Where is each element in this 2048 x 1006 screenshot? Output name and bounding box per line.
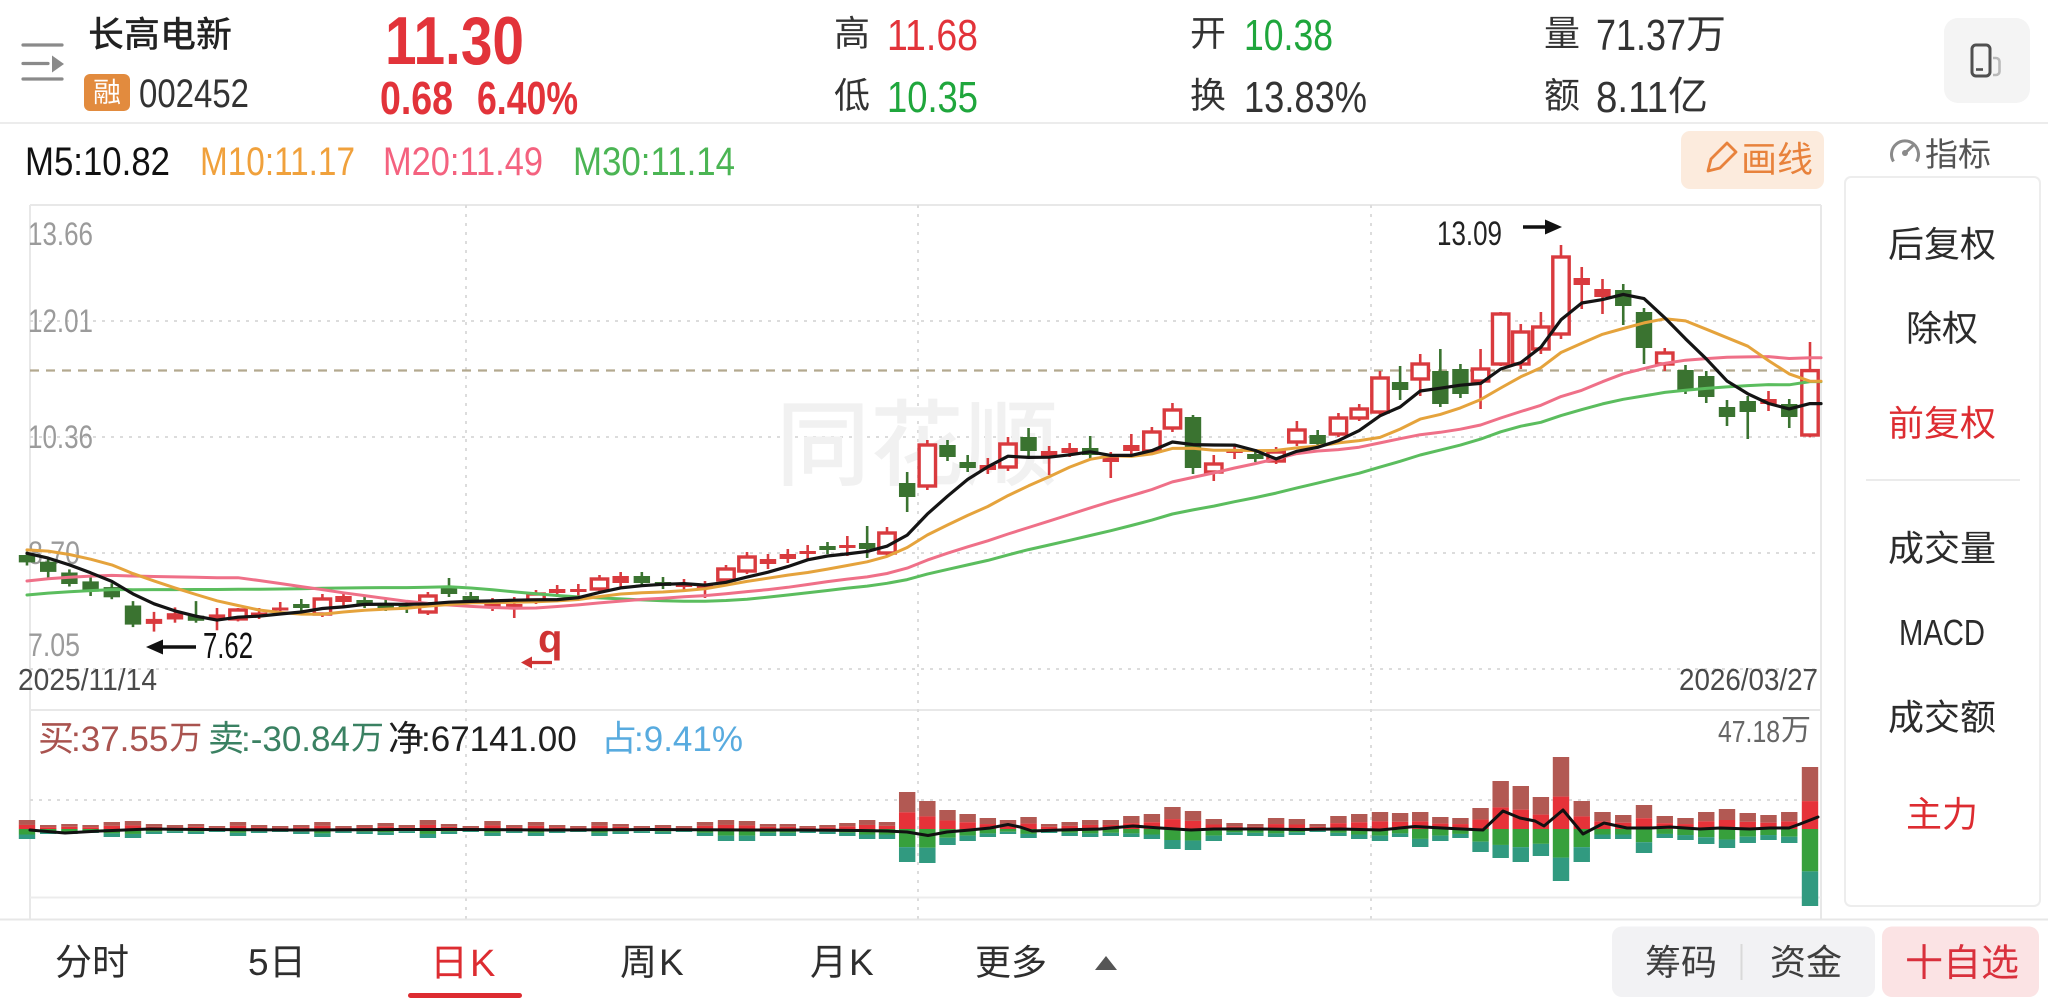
svg-text:13.09: 13.09 bbox=[1437, 215, 1502, 253]
svg-text:0.68: 0.68 bbox=[380, 72, 453, 124]
svg-text:K: K bbox=[470, 943, 495, 985]
svg-text:M10:11.17: M10:11.17 bbox=[200, 140, 355, 184]
svg-text:47.18: 47.18 bbox=[1718, 714, 1780, 749]
svg-text:11.68: 11.68 bbox=[887, 11, 978, 60]
svg-text:K: K bbox=[659, 942, 684, 983]
svg-text:10.38: 10.38 bbox=[1244, 11, 1333, 60]
svg-text:5: 5 bbox=[248, 942, 269, 983]
svg-text:7.62: 7.62 bbox=[203, 625, 253, 666]
svg-text::9.41%: :9.41% bbox=[634, 720, 743, 759]
svg-text:12.01: 12.01 bbox=[28, 303, 93, 339]
svg-text:10.36: 10.36 bbox=[28, 419, 93, 455]
svg-text::37.55: :37.55 bbox=[71, 720, 168, 759]
svg-text:11.30: 11.30 bbox=[385, 3, 524, 79]
svg-text:2026/03/27: 2026/03/27 bbox=[1679, 662, 1818, 697]
svg-text:8.11: 8.11 bbox=[1596, 73, 1668, 122]
svg-text:K: K bbox=[849, 942, 874, 983]
svg-text:q: q bbox=[538, 617, 562, 661]
svg-text:13.83%: 13.83% bbox=[1244, 73, 1367, 122]
svg-text::67141.00: :67141.00 bbox=[421, 720, 577, 759]
svg-text:6.40%: 6.40% bbox=[477, 72, 578, 124]
svg-text:002452: 002452 bbox=[139, 72, 249, 116]
svg-text:2025/11/14: 2025/11/14 bbox=[18, 662, 157, 697]
svg-text:M20:11.49: M20:11.49 bbox=[383, 140, 543, 184]
svg-text:M30:11.14: M30:11.14 bbox=[573, 140, 735, 184]
svg-text:7.05: 7.05 bbox=[28, 627, 80, 663]
svg-text::-30.84: :-30.84 bbox=[241, 720, 350, 759]
svg-text:M5:10.82: M5:10.82 bbox=[25, 140, 170, 184]
svg-text:13.66: 13.66 bbox=[28, 216, 93, 252]
svg-text:71.37: 71.37 bbox=[1596, 11, 1686, 60]
svg-text:MACD: MACD bbox=[1899, 612, 1985, 653]
svg-text:10.35: 10.35 bbox=[887, 73, 978, 122]
